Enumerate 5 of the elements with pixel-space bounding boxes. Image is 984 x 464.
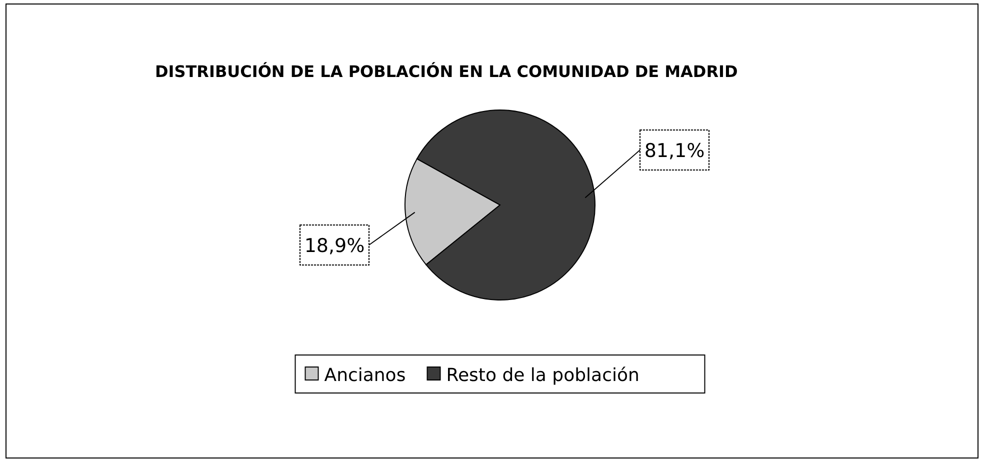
legend-label: Ancianos [324, 365, 406, 386]
legend-label: Resto de la población [446, 365, 640, 386]
chart-title: DISTRIBUCIÓN DE LA POBLACIÓN EN LA COMUNIDAD DE MADRID [155, 62, 738, 81]
data-label: 18,9% [304, 235, 365, 257]
data-label: 81,1% [644, 140, 705, 162]
